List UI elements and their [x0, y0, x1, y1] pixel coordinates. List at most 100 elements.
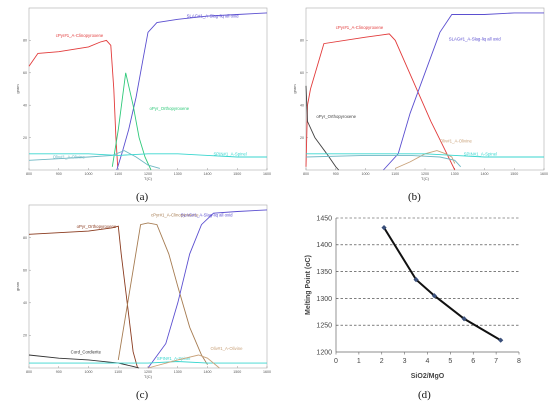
x-tick-label: 1100: [391, 172, 399, 176]
x-tick-label: 800: [26, 172, 32, 176]
x-axis-label: T(C): [421, 176, 430, 181]
series-line: [383, 227, 502, 342]
x-tick-label: 900: [56, 370, 62, 374]
y-tick-label: 40: [23, 301, 27, 305]
y-tick-label: 60: [300, 71, 304, 75]
y-tick-label: 1300: [316, 296, 332, 303]
data-point-marker: [413, 277, 419, 283]
data-point-marker: [381, 225, 387, 231]
x-tick-label: 1600: [263, 370, 271, 374]
y-tick-label: 40: [300, 103, 304, 107]
series-label: cPyr#1_A-Clinopyroxene: [151, 212, 199, 217]
x-tick-label: 1000: [362, 172, 370, 176]
series-label: SPIN#1_A-Spinel: [464, 151, 497, 156]
y-axis-label: gram: [15, 281, 20, 291]
series-label: cPyr#1_A-Clinopyroxene: [56, 33, 104, 38]
series-line: [28, 150, 161, 169]
x-tick-label: 1400: [204, 370, 212, 374]
series-line: [305, 154, 462, 168]
series-label: SPIN#1_A-Spinel: [213, 151, 246, 156]
series-line: [147, 354, 220, 369]
y-tick-label: 20: [23, 136, 27, 140]
x-tick-label: 1100: [114, 370, 122, 374]
panel-d-label: (d): [418, 389, 431, 401]
y-tick-label: 80: [23, 236, 27, 240]
x-tick-label: 1000: [85, 370, 93, 374]
series-line: [28, 39, 119, 167]
panel-d-plot: 1200 1250 1300 1350 1400 1450 0 1 2 3 4 5 6 7 8 SiO2/Mg…: [305, 215, 521, 380]
series-line: [29, 361, 267, 364]
panel-b-label: (b): [408, 191, 421, 203]
series-label: oPyr_Orthopyroxene: [77, 224, 117, 229]
series-line: [383, 12, 544, 171]
x-tick-label: 900: [333, 172, 339, 176]
x-tick-label: 800: [303, 172, 309, 176]
panel-c: 800 900 1000 1100 1200 1300 1400 1500 1600 20 40 60…: [15, 204, 271, 401]
y-tick-label: 1350: [316, 269, 332, 276]
x-tick-label: 1100: [114, 172, 122, 176]
panel-a-frame: [28, 7, 268, 171]
x-tick-label: 2: [380, 358, 384, 365]
series-line: [116, 12, 268, 171]
x-tick-label: 5: [448, 358, 452, 365]
x-tick-label: 1600: [263, 172, 271, 176]
series-label: Cord_Cordierite: [71, 349, 102, 354]
panel-c-frame: [28, 204, 268, 369]
x-tick-label: 1200: [421, 172, 429, 176]
series-label: Oliv#1_A-Olivine: [53, 155, 86, 160]
panel-c-plot: 800 900 1000 1100 1200 1300 1400 1500 1600 20 40 60…: [15, 209, 271, 379]
series-label: SLAG#1_A-Slag-liq all oxid: [187, 14, 239, 19]
x-tick-label: 800: [26, 370, 32, 374]
x-axis-label: T(C): [144, 374, 153, 379]
panel-c-label: (c): [136, 389, 149, 401]
x-tick-label: 1500: [510, 172, 518, 176]
y-tick-label: 20: [300, 136, 304, 140]
x-tick-label: 900: [56, 172, 62, 176]
series-line: [305, 33, 456, 171]
x-tick-label: 1000: [85, 172, 93, 176]
series-label: SPIN#1_A-Spinel: [157, 356, 190, 361]
data-point-marker: [498, 337, 504, 343]
x-tick-label: 1400: [481, 172, 489, 176]
x-tick-label: 1200: [144, 172, 152, 176]
x-tick-label: 1500: [233, 172, 241, 176]
x-tick-label: 1300: [451, 172, 459, 176]
y-tick-label: 1450: [316, 215, 332, 222]
panel-a: 800 900 1000 1100 1200 1300 1400 1500 1600 20 40 60…: [15, 7, 271, 203]
y-tick-label: 1250: [316, 323, 332, 330]
x-tick-label: 8: [517, 358, 521, 365]
y-tick-label: 1400: [316, 242, 332, 249]
x-tick-label: 1400: [204, 172, 212, 176]
panel-a-label: (a): [136, 191, 149, 203]
x-tick-label: 0: [334, 358, 338, 365]
panel-b: 800 900 1000 1100 1200 1300 1400 1500 1600 20 40 60…: [292, 7, 548, 203]
series-line: [111, 72, 152, 171]
y-axis-label: gram: [15, 84, 20, 94]
series-label: SLAG#1_A-Slag-liq all oxid: [181, 212, 233, 217]
x-tick-label: 3: [403, 358, 407, 365]
series-label: cPyr#1_A-Clinopyroxene: [336, 25, 384, 30]
y-tick-label: 40: [23, 103, 27, 107]
y-tick-label: 60: [23, 71, 27, 75]
x-tick-label: 1500: [233, 370, 241, 374]
x-tick-label: 1: [357, 358, 361, 365]
series-line: [395, 150, 456, 169]
series-label: oPyr_Orthopyroxene: [316, 114, 356, 119]
panel-b-frame: [305, 7, 545, 171]
x-axis-label: T(C): [144, 176, 153, 181]
series-line: [28, 354, 140, 369]
series-line: [306, 153, 544, 158]
series-label: Oliv#1_A-Olivine: [210, 346, 243, 351]
series-line: [29, 153, 267, 158]
panel-a-plot: 800 900 1000 1100 1200 1300 1400 1500 1600 20 40 60…: [15, 12, 271, 181]
series-line: [147, 209, 268, 369]
y-axis-label: gram: [292, 84, 297, 94]
series-line: [117, 222, 208, 365]
data-point-marker: [461, 316, 467, 322]
y-tick-label: 80: [300, 39, 304, 43]
series-line: [28, 225, 139, 369]
y-axis-label: Melting Point (oC): [305, 255, 312, 315]
series-label: oPyr_Orthopyroxene: [149, 106, 189, 111]
x-tick-label: 4: [426, 358, 430, 365]
